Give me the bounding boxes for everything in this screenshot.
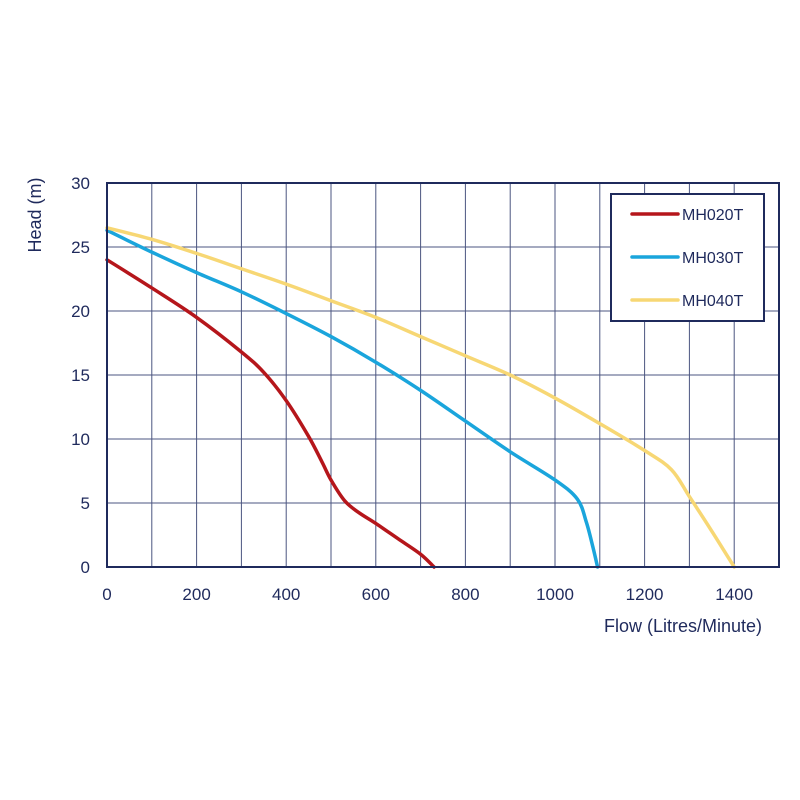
x-tick-label: 400 [272,585,300,604]
y-tick-label: 5 [81,494,90,513]
series-line-mh030t [105,228,600,569]
x-tick-label: 800 [451,585,479,604]
y-tick-label: 25 [71,238,90,257]
legend-label-mh040t: MH040T [682,293,744,310]
x-axis-ticks: 0 200 400 600 800 1000 1200 1400 [102,585,753,604]
legend: MH020T MH030T MH040T [610,193,765,322]
y-tick-label: 10 [71,430,90,449]
series-lines [105,226,736,569]
y-axis-title: Head (m) [25,177,45,252]
plot-frame [106,182,780,568]
x-tick-label: 0 [102,585,111,604]
x-tick-label: 600 [362,585,390,604]
series-line-mh020t [105,258,436,569]
legend-label-mh020t: MH020T [682,207,744,224]
series-line-mh040t [105,226,736,569]
y-tick-label: 20 [71,302,90,321]
y-axis-ticks: 0 5 10 15 20 25 30 [71,174,90,577]
y-tick-label: 30 [71,174,90,193]
x-tick-label: 1400 [715,585,753,604]
y-tick-label: 0 [81,558,90,577]
x-tick-label: 1000 [536,585,574,604]
x-tick-label: 200 [182,585,210,604]
x-tick-label: 1200 [626,585,664,604]
x-axis-title: Flow (Litres/Minute) [604,616,762,636]
y-tick-label: 15 [71,366,90,385]
legend-label-mh030t: MH030T [682,250,744,267]
